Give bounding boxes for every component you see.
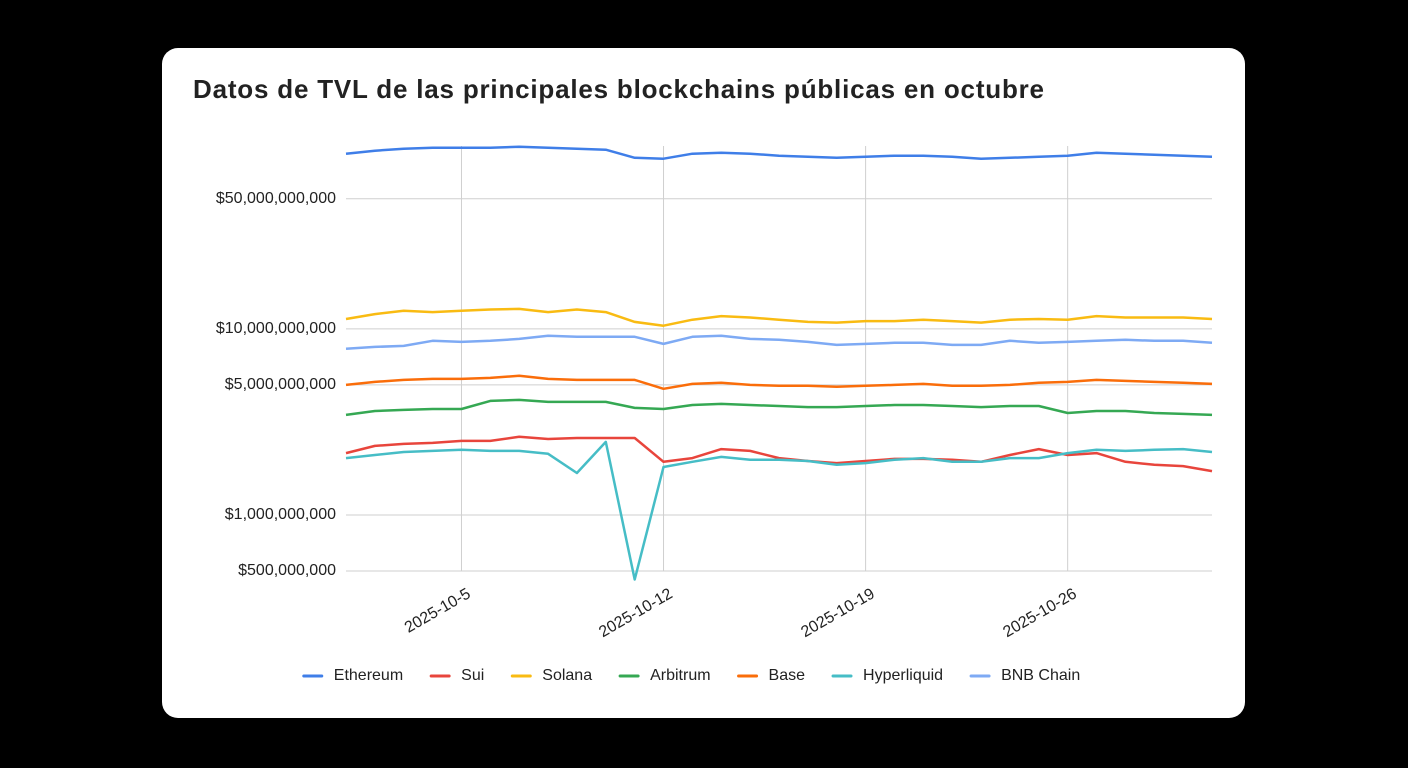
y-tick-label: $10,000,000,000 (216, 320, 336, 337)
series-line (345, 435, 1213, 473)
x-tick-label: 2025-10-5 (402, 585, 474, 636)
y-tick-label: $50,000,000,000 (216, 190, 336, 207)
series-line (345, 145, 1213, 160)
x-tick-label: 2025-10-12 (596, 585, 675, 641)
series-line (345, 307, 1213, 327)
series-line (345, 374, 1213, 391)
chart-title: Datos de TVL de las principales blockcha… (193, 74, 1045, 104)
series-line (345, 334, 1213, 351)
legend-label: Ethereum (334, 667, 403, 684)
y-tick-label: $500,000,000 (238, 562, 336, 579)
series-line (345, 398, 1213, 417)
y-tick-label: $1,000,000,000 (225, 506, 336, 523)
legend: Ethereum Sui Solana Arbitrum Base Hyperliquid… (302, 667, 1080, 684)
y-tick-label: $5,000,000,000 (225, 376, 336, 393)
legend-label: Base (769, 667, 806, 684)
series-line (345, 440, 1213, 581)
legend-label: Sui (461, 667, 484, 684)
legend-label: Solana (542, 667, 592, 684)
x-tick-label: 2025-10-19 (798, 585, 877, 641)
x-tick-label: 2025-10-26 (1000, 585, 1079, 641)
legend-label: BNB Chain (1001, 667, 1080, 684)
legend-label: Arbitrum (650, 667, 710, 684)
legend-label: Hyperliquid (863, 667, 943, 684)
